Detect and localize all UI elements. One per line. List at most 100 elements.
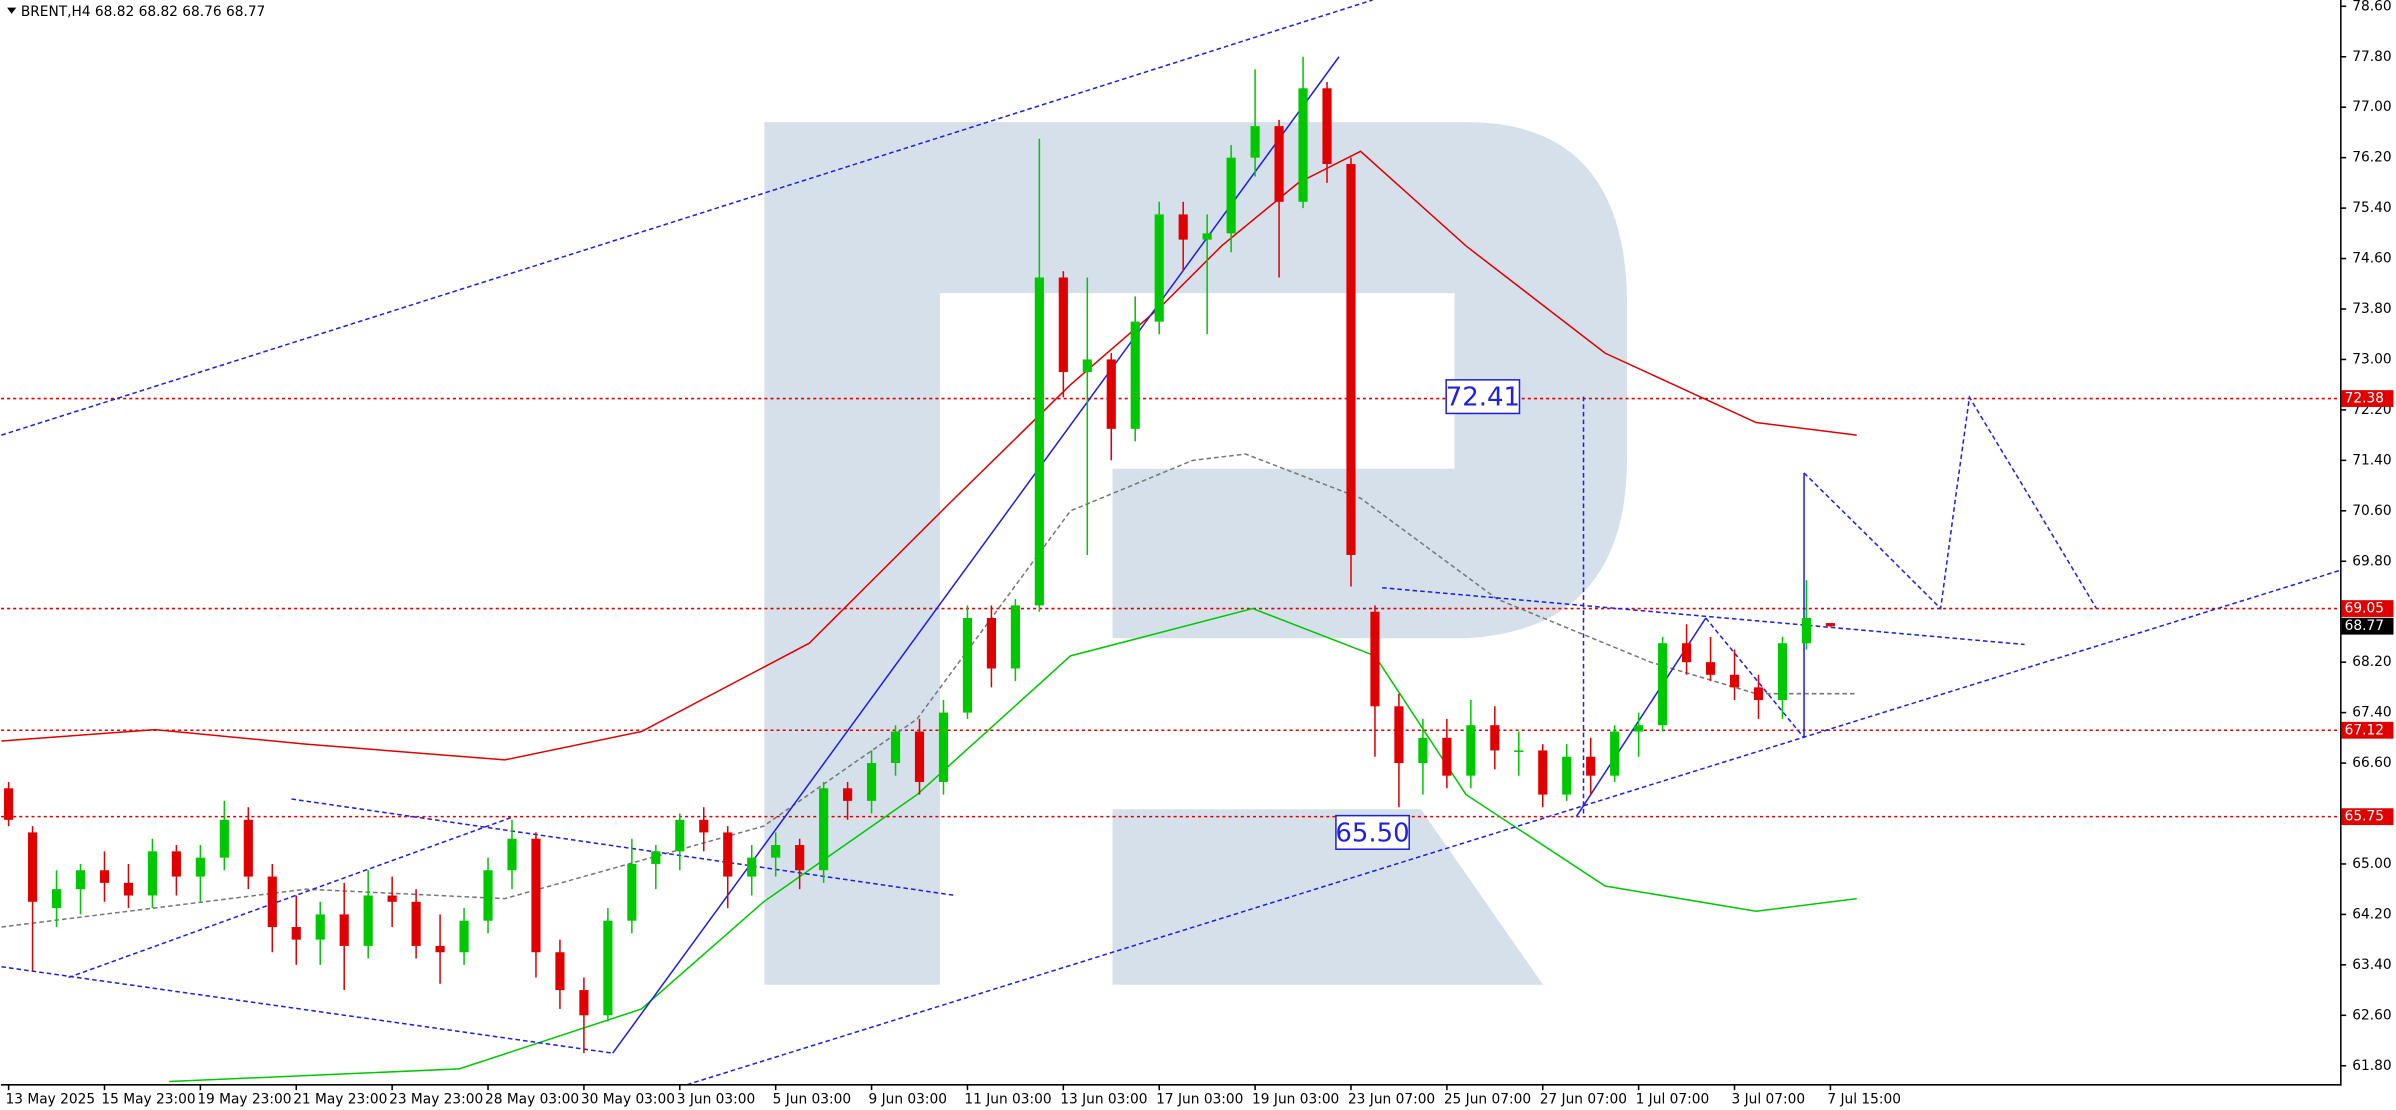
candle-body	[1178, 214, 1188, 240]
x-tick-label: 5 Jun 03:00	[773, 1091, 852, 1107]
y-tick-label: 74.60	[2352, 251, 2391, 267]
candle-body	[171, 851, 181, 877]
x-tick-label: 3 Jul 07:00	[1731, 1091, 1805, 1107]
overlay-line	[291, 798, 956, 897]
candle-body	[1394, 706, 1404, 764]
y-tick-label: 77.80	[2352, 49, 2391, 65]
candle-body	[1682, 643, 1692, 663]
x-tick-label: 3 Jun 03:00	[677, 1091, 756, 1107]
overlay-line	[1, 453, 1857, 928]
candle-body	[1586, 756, 1596, 776]
candle-body	[339, 914, 349, 946]
watermark-bowl	[764, 122, 1628, 985]
candle-body	[938, 712, 949, 782]
y-tick-label: 75.40	[2352, 200, 2391, 216]
level-label: 67.12	[2345, 722, 2384, 738]
candle-body	[603, 920, 613, 1016]
candle-body	[219, 819, 229, 858]
overlay-line	[169, 607, 1857, 1083]
x-tick-label: 11 Jun 03:00	[964, 1091, 1051, 1107]
x-tick-label: 25 Jun 07:00	[1444, 1091, 1531, 1107]
candle-body	[1010, 605, 1020, 669]
candle-body	[627, 863, 637, 921]
overlay-line	[686, 569, 2341, 1086]
candle-body	[1202, 233, 1212, 240]
overlay-line	[1, 965, 613, 1054]
current-price-label: 68.77	[2345, 618, 2384, 634]
candle-body	[531, 838, 541, 953]
candle-body	[723, 832, 733, 877]
overlay-line	[68, 816, 513, 979]
level-label: 72.38	[2345, 391, 2384, 407]
x-tick-label: 17 Jun 03:00	[1156, 1091, 1243, 1107]
y-tick-label: 67.40	[2352, 705, 2391, 721]
candle-body	[411, 901, 421, 946]
axes: 78.60 77.80 77.00 76.20 75.40 74.60 73.80 73.00…	[6, 0, 2394, 1107]
candle-body	[1370, 611, 1380, 707]
candle-body	[1514, 750, 1524, 752]
candle-body	[843, 788, 853, 801]
candle-body	[1562, 756, 1572, 795]
y-tick-label: 70.60	[2352, 503, 2391, 519]
candle-body	[579, 990, 589, 1016]
candle-body	[387, 895, 397, 902]
annotation-box	[1445, 379, 1521, 415]
menu-arrow	[7, 7, 17, 14]
candle-body	[1034, 277, 1044, 606]
candle-body	[1658, 643, 1668, 726]
x-tick-label: 30 May 03:00	[581, 1091, 675, 1107]
candle-body	[483, 870, 493, 921]
overlay-line	[612, 56, 1340, 1054]
candle-body	[1801, 618, 1812, 644]
candle-body	[1274, 126, 1284, 202]
y-tick-label: 73.00	[2352, 351, 2391, 367]
candle-body	[1753, 687, 1764, 700]
x-tick-label: 9 Jun 03:00	[869, 1091, 948, 1107]
y-tick-label: 73.80	[2352, 301, 2391, 317]
y-tick-label: 65.00	[2352, 856, 2391, 872]
x-tick-label: 13 May 2025	[6, 1091, 96, 1107]
candle-body	[1106, 359, 1116, 429]
candle-body	[675, 819, 685, 852]
candle-body	[795, 845, 805, 871]
y-tick-label: 78.60	[2352, 0, 2391, 14]
candle-body	[1130, 321, 1140, 429]
candle-body	[363, 895, 373, 946]
level-label-bg	[2341, 721, 2394, 739]
candle-body	[1466, 725, 1476, 776]
candle-body	[123, 882, 134, 896]
y-tick-label: 66.60	[2352, 755, 2391, 771]
candle-body	[1777, 643, 1788, 700]
candle-body	[1729, 674, 1740, 688]
x-tick-label: 23 Jun 07:00	[1348, 1091, 1435, 1107]
y-tick-label: 68.20	[2352, 654, 2391, 670]
candle-body	[699, 819, 709, 833]
y-tick-label: 64.20	[2352, 906, 2391, 922]
plot-area: 72.41 65.50	[0, 0, 2341, 1086]
annotation-box	[1335, 814, 1410, 850]
x-tick-label: 19 Jun 03:00	[1252, 1091, 1339, 1107]
candle-body	[555, 952, 565, 991]
overlay-line	[1, 0, 1373, 436]
candle-body	[1825, 623, 1835, 627]
candle-body	[99, 870, 110, 883]
candle-body	[507, 838, 517, 871]
candle-body	[435, 945, 445, 953]
x-tick-label: 1 Jul 07:00	[1636, 1091, 1710, 1107]
x-tick-label: 28 May 03:00	[485, 1091, 579, 1107]
x-tick-label: 27 Jun 07:00	[1540, 1091, 1627, 1107]
y-tick-label: 62.60	[2352, 1007, 2391, 1023]
level-label: 65.75	[2345, 809, 2384, 825]
x-tick-label: 19 May 23:00	[197, 1091, 291, 1107]
candle-body	[75, 870, 86, 890]
candle-body	[1442, 737, 1452, 776]
candle-body	[914, 731, 925, 782]
candle-body	[651, 851, 661, 864]
candle-body	[195, 857, 205, 877]
candle-body	[1226, 157, 1236, 234]
candle-body	[147, 851, 158, 896]
current-price-bg	[2341, 617, 2394, 635]
y-tick-label: 71.40	[2352, 452, 2391, 468]
